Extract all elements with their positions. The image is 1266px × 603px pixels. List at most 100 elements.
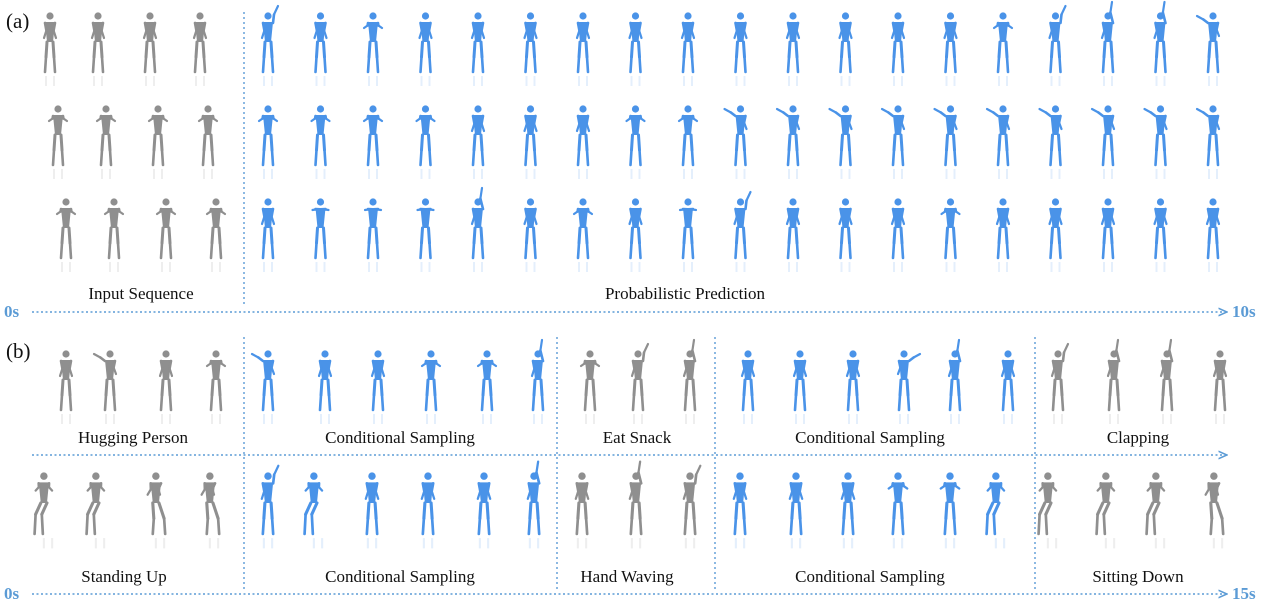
skeleton-figure	[142, 12, 158, 86]
skeleton-figure	[310, 105, 331, 179]
skeleton-figure	[682, 464, 702, 549]
timeline-b-end: 15s	[1232, 584, 1256, 603]
skeleton-figure	[677, 105, 699, 179]
skeleton-figure	[147, 105, 169, 179]
skeleton-figure	[625, 105, 646, 179]
skeleton-figure	[933, 105, 958, 179]
skeleton-figure	[845, 350, 861, 424]
skeleton-figure	[205, 198, 227, 272]
skeleton-figure	[1204, 472, 1225, 549]
skeleton-figure	[985, 105, 1011, 179]
skeleton-figure	[205, 350, 227, 424]
skeleton-figure	[628, 460, 643, 549]
sitting-down-label: Sitting Down	[1092, 567, 1184, 586]
skeleton-figure	[890, 12, 906, 86]
skeleton-figure	[90, 12, 106, 86]
skeleton-figures	[33, 0, 1228, 549]
skeleton-figure	[420, 472, 436, 549]
skeleton-figure	[1205, 198, 1221, 272]
timeline-b-start: 0s	[4, 584, 20, 603]
skeleton-figure	[363, 198, 383, 272]
skeleton-figure	[1100, 198, 1116, 272]
skeleton-figure	[146, 472, 167, 549]
skeleton-figure	[775, 105, 801, 179]
skeleton-figure	[995, 198, 1011, 272]
conditional-sampling-label-4: Conditional Sampling	[795, 567, 945, 586]
skeleton-figure	[838, 198, 853, 272]
skeleton-figure	[197, 105, 219, 179]
skeleton-figure	[992, 12, 1014, 86]
skeleton-figure	[303, 472, 324, 549]
skeleton-figure	[42, 12, 58, 86]
skeleton-figure	[103, 198, 125, 272]
timeline-a-start: 0s	[4, 302, 20, 321]
skeleton-figure	[55, 198, 77, 272]
skeleton-figure	[257, 105, 279, 179]
skeleton-figure	[313, 12, 328, 86]
skeleton-figure	[723, 105, 748, 179]
skeleton-figure	[1000, 350, 1016, 424]
skeleton-figure	[678, 198, 698, 272]
skeleton-figure	[572, 198, 594, 272]
skeleton-figure	[155, 198, 177, 272]
hand-waving-label: Hand Waving	[580, 567, 674, 586]
skeleton-figure	[416, 198, 435, 272]
skeleton-figure	[420, 350, 442, 424]
skeleton-figure	[1048, 198, 1063, 272]
skeleton-figure	[943, 12, 958, 86]
skeleton-figure	[1145, 472, 1166, 549]
skeleton-figure	[260, 198, 276, 272]
skeleton-figure	[523, 198, 538, 272]
skeleton-figure	[260, 464, 280, 549]
skeleton-figure	[947, 338, 962, 424]
skeleton-figure	[682, 338, 697, 424]
skeleton-figure	[838, 12, 853, 86]
skeleton-figure	[470, 186, 485, 272]
skeleton-figure	[1095, 472, 1116, 549]
skeleton-figure	[1050, 342, 1070, 424]
skeleton-figure	[887, 472, 909, 549]
skeleton-figure	[1100, 0, 1115, 86]
skeleton-figure	[362, 12, 384, 86]
skeleton-figure	[95, 105, 117, 179]
skeleton-figure	[418, 12, 433, 86]
skeleton-figure	[680, 12, 696, 86]
skeleton-figure	[733, 12, 748, 86]
skeleton-figure	[47, 105, 69, 179]
input-sequence-label: Input Sequence	[88, 284, 193, 303]
skeleton-figure	[200, 472, 221, 549]
skeleton-figure	[476, 472, 492, 549]
skeleton-figure	[415, 105, 436, 179]
panel-b-label: (b)	[6, 339, 31, 363]
skeleton-figure	[785, 198, 801, 272]
skeleton-figure	[58, 350, 74, 424]
skeleton-figure	[470, 12, 486, 86]
skeleton-figure	[362, 105, 384, 179]
skeleton-figure	[476, 350, 498, 424]
skeleton-figure	[470, 105, 486, 179]
skeleton-figure	[526, 460, 541, 549]
skeleton-figure	[890, 198, 906, 272]
skeleton-figure	[840, 472, 856, 549]
skeleton-figure	[523, 105, 538, 179]
skeleton-figure	[260, 4, 280, 86]
skeleton-figure	[575, 12, 591, 86]
skeleton-figure	[1153, 0, 1167, 86]
conditional-sampling-label-1: Conditional Sampling	[325, 428, 475, 447]
skeleton-figure	[1159, 338, 1174, 424]
eat-snack-label: Eat Snack	[603, 428, 672, 447]
skeleton-figure	[523, 12, 538, 86]
skeleton-figure	[740, 350, 756, 424]
skeleton-figure	[628, 198, 643, 272]
skeleton-figure	[785, 12, 801, 86]
skeleton-figure	[828, 105, 853, 179]
skeleton-figure	[33, 472, 54, 549]
skeleton-figure	[192, 12, 208, 86]
skeleton-figure	[628, 12, 643, 86]
hugging-person-label: Hugging Person	[78, 428, 189, 447]
timeline-a-end: 10s	[1232, 302, 1256, 321]
skeleton-figure	[575, 105, 591, 179]
skeleton-figure	[1195, 12, 1221, 86]
